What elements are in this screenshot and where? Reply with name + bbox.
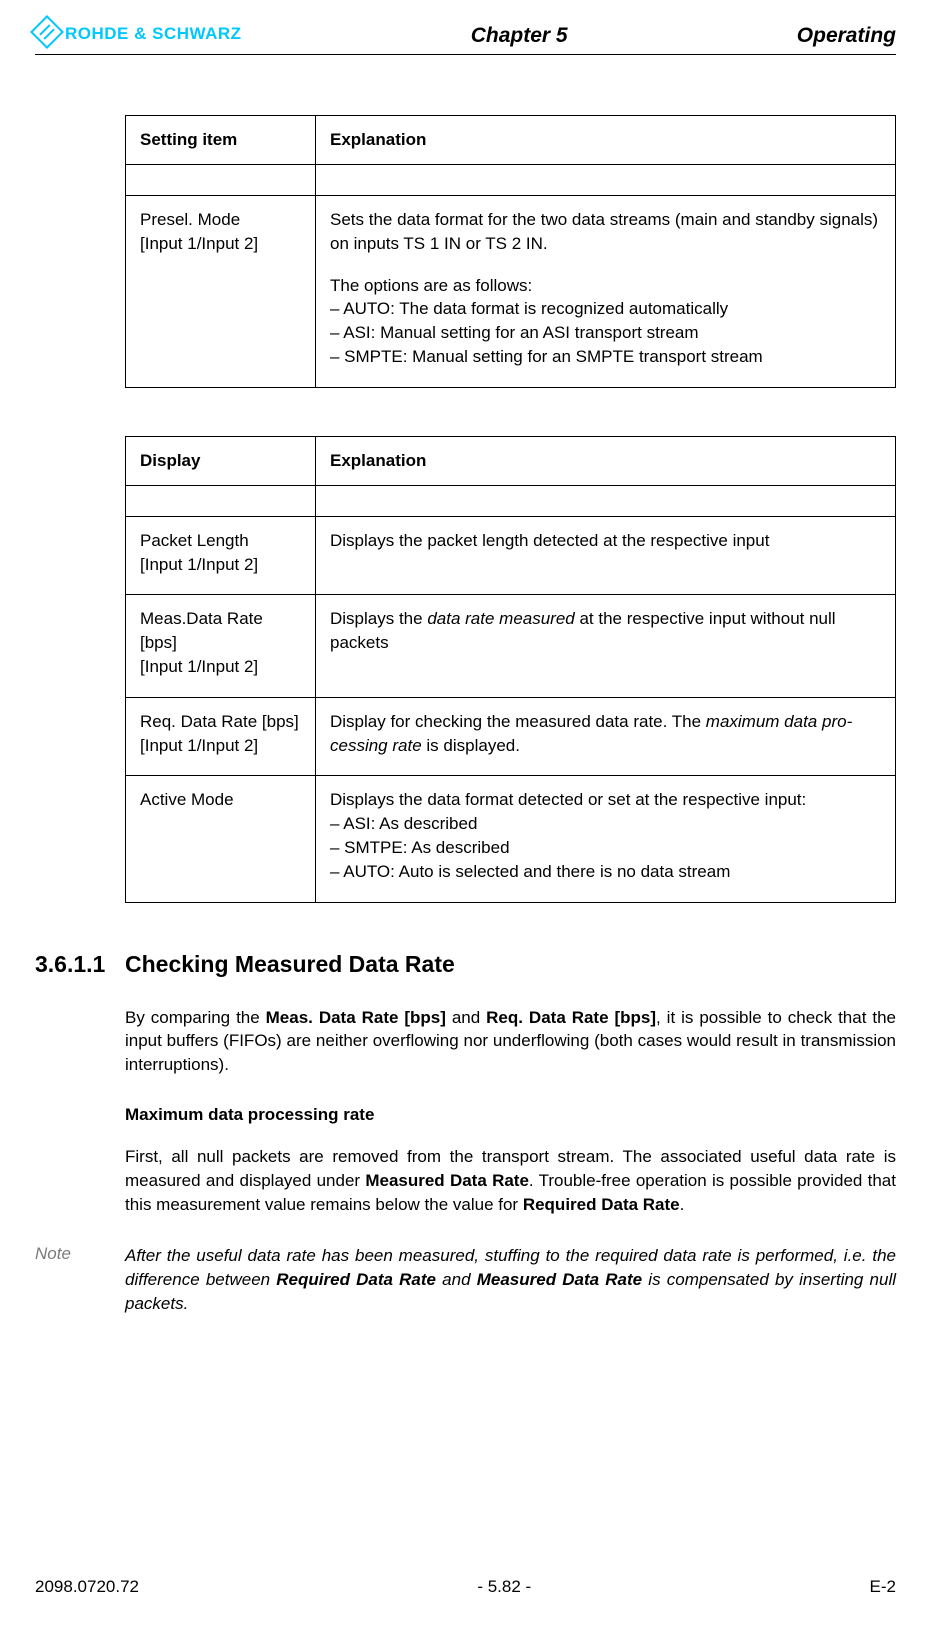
- logo-icon: [30, 15, 64, 49]
- bold-text: Required Data Rate: [276, 1270, 436, 1289]
- bold-text: Req. Data Rate [bps]: [486, 1008, 656, 1027]
- explanation-cell: Display for checking the measured data r…: [316, 697, 896, 776]
- list-item: – AUTO: The data format is recognized au…: [330, 297, 881, 321]
- text: Displays the: [330, 609, 427, 628]
- settings-table: Setting item Explanation Presel. Mode [I…: [125, 115, 896, 388]
- table-row: Req. Data Rate [bps] [Input 1/Input 2] D…: [126, 697, 896, 776]
- bold-text: Meas. Data Rate [bps]: [266, 1008, 446, 1027]
- table-header: Setting item: [126, 116, 316, 165]
- display-item-cell: Req. Data Rate [bps] [Input 1/Input 2]: [126, 697, 316, 776]
- text: Presel. Mode: [140, 210, 240, 229]
- bold-text: Measured Data Rate: [365, 1171, 529, 1190]
- table-header: Explanation: [316, 116, 896, 165]
- text: Display for checking the measured data r…: [330, 712, 706, 731]
- list-item: – ASI: As described: [330, 812, 881, 836]
- table-row: Presel. Mode [Input 1/Input 2] Sets the …: [126, 196, 896, 388]
- display-item-cell: Active Mode: [126, 776, 316, 902]
- setting-item-cell: Presel. Mode [Input 1/Input 2]: [126, 196, 316, 388]
- bold-text: Required Data Rate: [523, 1195, 680, 1214]
- text: [Input 1/Input 2]: [140, 657, 258, 676]
- note-label: Note: [35, 1244, 125, 1315]
- table-row: Meas.Data Rate [bps] [Input 1/Input 2] D…: [126, 595, 896, 697]
- text: is displayed.: [422, 736, 520, 755]
- list-item: – SMTPE: As described: [330, 836, 881, 860]
- display-table: Display Explanation Packet Length [Input…: [125, 436, 896, 903]
- content-area: Setting item Explanation Presel. Mode [I…: [35, 115, 896, 903]
- text: [Input 1/Input 2]: [140, 736, 258, 755]
- text: and: [436, 1270, 477, 1289]
- text: Displays the data format detected or set…: [330, 788, 881, 812]
- text: By comparing the: [125, 1008, 266, 1027]
- section-heading: 3.6.1.1 Checking Measured Data Rate: [35, 951, 896, 978]
- page-header: ROHDE & SCHWARZ Chapter 5 Operating: [35, 20, 896, 55]
- text: [Input 1/Input 2]: [140, 555, 258, 574]
- footer-center: - 5.82 -: [477, 1577, 531, 1597]
- section-label: Operating: [797, 24, 896, 48]
- list-item: – SMPTE: Manual setting for an SMPTE tra…: [330, 345, 881, 369]
- footer-left: 2098.0720.72: [35, 1577, 139, 1597]
- section-title: Checking Measured Data Rate: [125, 951, 455, 978]
- text: [Input 1/Input 2]: [140, 234, 258, 253]
- section-number: 3.6.1.1: [35, 951, 125, 978]
- text: and: [446, 1008, 486, 1027]
- display-item-cell: Packet Length [Input 1/Input 2]: [126, 516, 316, 595]
- explanation-cell: Displays the data rate measured at the r…: [316, 595, 896, 697]
- body-paragraph: First, all null packets are removed from…: [125, 1145, 896, 1216]
- display-item-cell: Meas.Data Rate [bps] [Input 1/Input 2]: [126, 595, 316, 697]
- list-item: – ASI: Manual setting for an ASI transpo…: [330, 321, 881, 345]
- brand-logo: ROHDE & SCHWARZ: [35, 20, 242, 48]
- text: The options are as follows:: [330, 274, 881, 298]
- table-row: Packet Length [Input 1/Input 2] Displays…: [126, 516, 896, 595]
- page-footer: 2098.0720.72 - 5.82 - E-2: [35, 1577, 896, 1597]
- text: Meas.Data Rate [bps]: [140, 609, 263, 652]
- bold-text: Measured Data Rate: [477, 1270, 642, 1289]
- text: Sets the data format for the two data st…: [330, 208, 881, 256]
- italic-text: data rate measured: [427, 609, 574, 628]
- text: Packet Length: [140, 531, 249, 550]
- logo-text: ROHDE & SCHWARZ: [65, 24, 242, 44]
- table-header: Explanation: [316, 436, 896, 485]
- body-paragraph: By comparing the Meas. Data Rate [bps] a…: [125, 1006, 896, 1077]
- explanation-cell: Sets the data format for the two data st…: [316, 196, 896, 388]
- footer-right: E-2: [870, 1577, 896, 1597]
- chapter-label: Chapter 5: [471, 24, 568, 48]
- note-block: Note After the useful data rate has been…: [35, 1244, 896, 1315]
- note-body: After the useful data rate has been meas…: [125, 1244, 896, 1315]
- text: Req. Data Rate [bps]: [140, 712, 299, 731]
- table-row: Active Mode Displays the data format det…: [126, 776, 896, 902]
- table-header: Display: [126, 436, 316, 485]
- text: .: [680, 1195, 685, 1214]
- list-item: – AUTO: Auto is selected and there is no…: [330, 860, 881, 884]
- explanation-cell: Displays the packet length detected at t…: [316, 516, 896, 595]
- explanation-cell: Displays the data format detected or set…: [316, 776, 896, 902]
- sub-heading: Maximum data processing rate: [125, 1105, 896, 1125]
